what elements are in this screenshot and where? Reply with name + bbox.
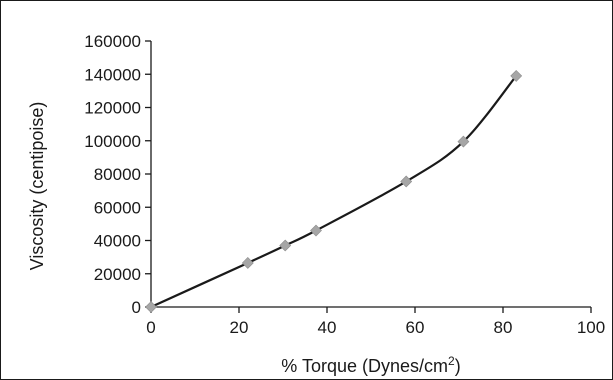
y-tick-label: 120000 bbox=[84, 99, 141, 118]
axes bbox=[150, 41, 591, 308]
x-axis-title: % Torque (Dynes/cm2) bbox=[281, 354, 460, 376]
y-tick-label: 20000 bbox=[94, 265, 141, 284]
y-tick-label: 140000 bbox=[84, 65, 141, 84]
y-tick-label: 80000 bbox=[94, 165, 141, 184]
series-line bbox=[150, 75, 518, 309]
y-tick-label: 60000 bbox=[94, 198, 141, 217]
x-tick-label: 0 bbox=[146, 318, 155, 337]
x-tick-label: 60 bbox=[406, 318, 425, 337]
data-point-marker bbox=[310, 224, 322, 237]
y-tick-label: 160000 bbox=[84, 32, 141, 51]
y-tick-label: 40000 bbox=[94, 232, 141, 251]
x-axis-title-tail: ) bbox=[455, 356, 461, 376]
data-point-marker bbox=[400, 175, 413, 188]
x-tick-label: 100 bbox=[577, 318, 605, 337]
data-point-marker bbox=[457, 135, 470, 148]
data-point-marker bbox=[241, 257, 254, 269]
x-tick-label: 80 bbox=[494, 318, 513, 337]
x-tick-label: 40 bbox=[318, 318, 337, 337]
y-tick-label: 0 bbox=[132, 298, 141, 317]
data-point-marker bbox=[145, 301, 157, 313]
data-point-marker bbox=[279, 239, 292, 252]
data-markers bbox=[145, 69, 523, 313]
x-tick-label: 20 bbox=[230, 318, 249, 337]
y-tick-label: 100000 bbox=[84, 132, 141, 151]
y-ticks: 0 20000 40000 60000 80000 100000 120000 140000 1… bbox=[84, 32, 151, 317]
data-point-marker bbox=[510, 69, 523, 82]
x-axis-title-sup: 2 bbox=[448, 354, 455, 368]
x-axis-title-main: % Torque (Dynes/cm bbox=[281, 356, 448, 376]
x-ticks: 0 20 40 60 80 100 bbox=[146, 307, 605, 337]
y-axis-title: Viscosity (centipoise) bbox=[27, 102, 47, 271]
